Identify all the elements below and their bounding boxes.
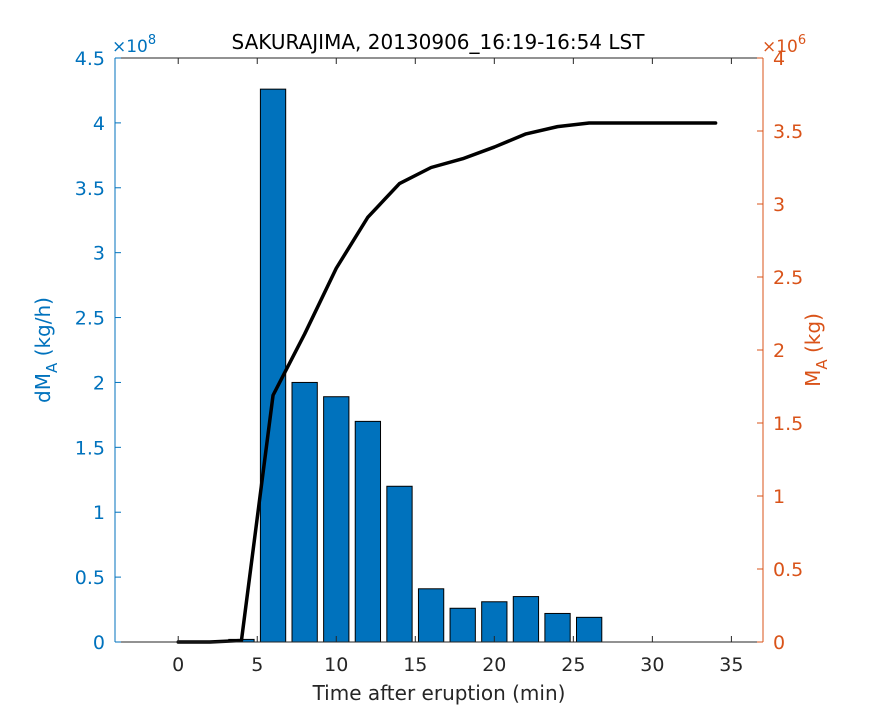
x-tick-label: 0 bbox=[172, 654, 184, 676]
left-tick-label: 4.5 bbox=[75, 48, 105, 70]
left-axis-label: dMA (kg/h) bbox=[31, 297, 61, 403]
right-tick-label: 3 bbox=[773, 194, 785, 216]
left-label-main: dM bbox=[31, 373, 55, 403]
bar-18 bbox=[449, 607, 476, 643]
left-tick-label: 1 bbox=[93, 502, 105, 524]
x-tick-label: 35 bbox=[719, 654, 743, 676]
plot-box bbox=[115, 58, 763, 642]
bar-series bbox=[228, 88, 603, 643]
left-tick-label: 3 bbox=[93, 243, 105, 265]
bar-12 bbox=[354, 420, 382, 643]
x-tick-label: 20 bbox=[482, 654, 506, 676]
right-exponent-base: ×10 bbox=[762, 37, 798, 57]
x-tick-label: 30 bbox=[640, 654, 664, 676]
x-tick-label: 15 bbox=[403, 654, 427, 676]
left-exponent-power: 8 bbox=[148, 33, 156, 48]
right-tick-label: 3.5 bbox=[773, 121, 803, 143]
left-axis-ticks: 0 0.5 1 1.5 2 2.5 3 3.5 4 4.5 bbox=[75, 48, 121, 654]
right-tick-label: 2 bbox=[773, 340, 785, 362]
cumulative-mass-line bbox=[176, 121, 718, 644]
right-exponent-power: 6 bbox=[798, 33, 806, 48]
x-axis-label: Time after eruption (min) bbox=[312, 681, 566, 705]
right-tick-label: 4 bbox=[773, 48, 785, 70]
right-exponent: ×106 bbox=[762, 33, 806, 57]
bar-6 bbox=[259, 88, 287, 643]
right-tick-label: 2.5 bbox=[773, 267, 803, 289]
right-label-unit: (kg) bbox=[801, 313, 825, 359]
x-tick-label: 10 bbox=[324, 654, 348, 676]
right-axis-ticks: 0 0.5 1 1.5 2 2.5 3 3.5 4 bbox=[757, 48, 803, 654]
left-label-unit: (kg/h) bbox=[31, 297, 55, 363]
x-axis-ticks: 0 5 10 15 20 25 30 35 bbox=[172, 58, 743, 676]
bar-24 bbox=[544, 612, 571, 643]
left-tick-label: 0.5 bbox=[75, 567, 105, 589]
left-exponent: ×108 bbox=[112, 33, 156, 57]
chart-title: SAKURAJIMA, 20130906_16:19-16:54 LST bbox=[232, 30, 646, 54]
left-tick-label: 3.5 bbox=[75, 178, 105, 200]
right-tick-label: 0.5 bbox=[773, 559, 803, 581]
right-axis-label: MA (kg) bbox=[801, 313, 831, 387]
x-tick-label: 25 bbox=[561, 654, 585, 676]
left-tick-label: 2 bbox=[93, 372, 105, 394]
left-tick-label: 2.5 bbox=[75, 308, 105, 330]
left-label-sub: A bbox=[43, 362, 61, 373]
left-tick-label: 4 bbox=[93, 113, 105, 135]
cumulative-mass-series bbox=[176, 121, 718, 644]
bar-26 bbox=[576, 616, 603, 643]
right-tick-label: 1 bbox=[773, 486, 785, 508]
right-label-main: M bbox=[801, 370, 825, 387]
left-exponent-base: ×10 bbox=[112, 37, 148, 57]
bar-14 bbox=[386, 485, 413, 643]
bar-16 bbox=[417, 588, 445, 643]
bar-8 bbox=[291, 381, 318, 643]
plot-area bbox=[115, 58, 763, 642]
right-label-sub: A bbox=[813, 359, 831, 370]
right-tick-label: 0 bbox=[773, 632, 785, 654]
right-tick-label: 1.5 bbox=[773, 413, 803, 435]
bar-20 bbox=[481, 601, 508, 643]
bar-10 bbox=[323, 396, 350, 643]
left-tick-label: 1.5 bbox=[75, 437, 105, 459]
bar-22 bbox=[512, 596, 540, 643]
x-tick-label: 5 bbox=[251, 654, 263, 676]
left-tick-label: 0 bbox=[93, 632, 105, 654]
